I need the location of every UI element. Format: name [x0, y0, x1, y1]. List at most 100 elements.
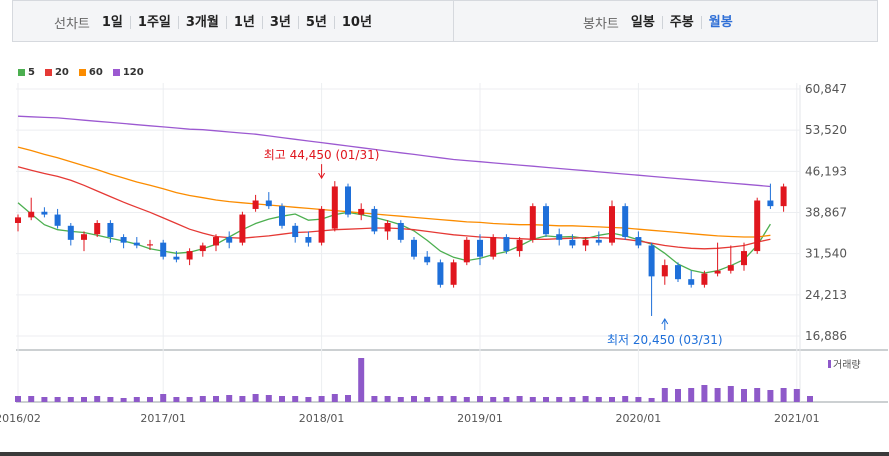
ma120-line — [17, 115, 771, 188]
x-tick-label: 2018/01 — [299, 412, 345, 425]
volume-bar — [358, 358, 365, 402]
volume-legend-label: 거래량 — [833, 359, 861, 371]
candle-body — [411, 239, 417, 257]
candle-body — [120, 237, 127, 243]
x-tick-label: 2021/01 — [774, 412, 820, 425]
volume-bar — [345, 395, 351, 402]
candle-body — [292, 225, 299, 238]
candle-body — [503, 237, 510, 252]
legend-label-ma120: 120 — [122, 67, 144, 78]
volume-legend-swatch — [828, 360, 831, 368]
candle-body — [582, 239, 589, 246]
daily-candle-button[interactable]: 일봉 — [630, 15, 655, 30]
candle-body — [450, 262, 457, 285]
period-1week-button[interactable]: 1주일 — [129, 16, 178, 29]
period-5year-button[interactable]: 5년 — [297, 16, 334, 29]
volume-bar — [397, 397, 404, 402]
period-3year-button[interactable]: 3년 — [261, 16, 298, 29]
volume-bar — [41, 397, 48, 402]
volume-bar — [648, 398, 655, 402]
candle-body — [569, 239, 576, 246]
y-tick-label: 60,847 — [805, 82, 847, 96]
volume-bar — [384, 396, 391, 402]
volume-bar — [529, 397, 536, 402]
volume-bar — [94, 396, 101, 402]
candle-body — [543, 206, 549, 235]
legend-swatch-ma60 — [78, 69, 86, 76]
period-10year-button[interactable]: 10년 — [333, 16, 379, 29]
bottom-border — [0, 452, 889, 456]
volume-bar — [173, 397, 180, 402]
candle-body — [199, 245, 206, 252]
candle-body — [384, 222, 391, 232]
candle-body — [595, 239, 602, 243]
volume-bar — [318, 396, 325, 402]
candle-body — [437, 262, 444, 285]
line-chart-period-group: 선차트 1일 1주일 3개월 1년 3년 5년 10년 — [54, 13, 379, 32]
volume-bar — [371, 396, 378, 402]
candle-body — [54, 214, 61, 226]
volume-bar — [582, 396, 589, 402]
candle-body — [741, 251, 747, 266]
candle-body — [41, 211, 48, 215]
volume-bar — [622, 396, 629, 402]
candle-body — [173, 256, 180, 260]
candle-body — [675, 265, 681, 280]
volume-bar — [793, 389, 800, 402]
volume-bar — [81, 397, 87, 402]
period-1year-button[interactable]: 1년 — [225, 16, 262, 29]
period-1day-button[interactable]: 1일 — [101, 15, 123, 30]
candle-body — [160, 242, 167, 257]
candle-body — [424, 256, 431, 263]
low-arrow-head — [661, 318, 669, 325]
candle-body — [133, 242, 140, 246]
volume-bar — [331, 394, 338, 402]
volume-bar — [107, 397, 114, 402]
y-tick-label: 53,520 — [805, 123, 847, 137]
volume-bar — [160, 394, 167, 402]
candle-body — [226, 237, 233, 243]
legend-item-ma120: 120 — [112, 67, 144, 78]
volume-bar — [67, 397, 74, 402]
candle-body — [648, 245, 655, 277]
legend-item-ma5: 5 — [18, 67, 35, 78]
volume-bar — [239, 396, 246, 402]
volume-bar — [714, 388, 721, 402]
y-tick-label: 24,213 — [805, 288, 847, 302]
candle-body — [213, 237, 219, 246]
x-tick-label: 2017/01 — [140, 412, 186, 425]
candle-body — [94, 222, 101, 235]
legend-item-ma60: 60 — [78, 67, 103, 78]
candle-body — [463, 239, 470, 263]
volume-bar — [516, 396, 523, 402]
high-arrow-head — [318, 172, 326, 180]
candle-chart-label: 봉차트 — [583, 17, 619, 32]
ma20-line — [17, 166, 771, 250]
candle-body — [81, 234, 87, 240]
candle-body — [252, 200, 259, 209]
candle-body — [516, 239, 523, 252]
legend-item-ma20: 20 — [44, 67, 69, 78]
legend-swatch-ma20 — [44, 69, 52, 76]
volume-bar — [54, 397, 61, 402]
moving-average-legend: 5 20 60 120 — [18, 67, 154, 78]
monthly-candle-button[interactable]: 월봉 — [700, 16, 740, 29]
volume-bar — [661, 388, 668, 402]
candle-body — [688, 279, 695, 285]
period-3month-button[interactable]: 3개월 — [177, 16, 226, 29]
candle-body — [727, 265, 734, 271]
candle-body — [754, 200, 761, 252]
low-price-annotation: 최저 20,450 (03/31) — [607, 333, 723, 347]
candle-body — [28, 211, 35, 218]
candle-body — [15, 217, 21, 223]
toolbar-divider — [453, 1, 454, 41]
y-tick-label: 46,193 — [805, 164, 847, 178]
y-tick-label: 31,540 — [805, 247, 847, 261]
volume-bar — [252, 394, 259, 402]
candle-body — [635, 237, 642, 246]
candle-body — [490, 237, 497, 257]
weekly-candle-button[interactable]: 주봉 — [661, 16, 701, 29]
volume-bar — [754, 388, 761, 402]
candle-body — [397, 222, 404, 240]
